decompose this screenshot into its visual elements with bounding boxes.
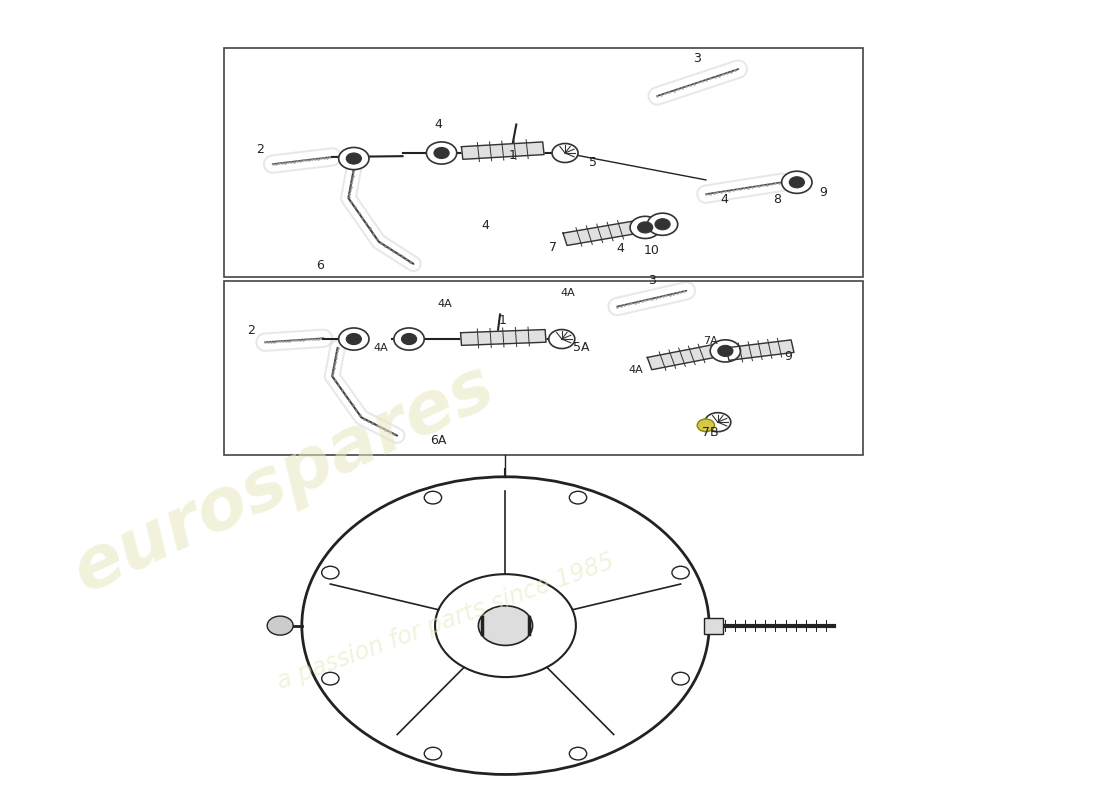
Text: 4: 4 [481,219,488,232]
Bar [223,48,862,278]
Circle shape [321,672,339,685]
Circle shape [478,606,532,646]
Circle shape [301,477,710,774]
Circle shape [790,177,804,188]
Text: 2: 2 [255,143,264,156]
Text: 4A: 4A [628,365,642,375]
Circle shape [648,213,678,235]
Circle shape [570,491,586,504]
Circle shape [339,328,369,350]
Circle shape [346,334,362,345]
Circle shape [672,566,690,579]
Circle shape [346,153,362,164]
Text: 4A: 4A [374,343,388,353]
Circle shape [394,328,425,350]
Text: 1: 1 [509,150,517,162]
Polygon shape [462,142,544,159]
Circle shape [638,222,652,233]
Text: 4A: 4A [438,299,452,310]
Text: 5A: 5A [573,341,590,354]
Text: eurospares: eurospares [62,351,505,607]
Text: 1: 1 [498,314,506,327]
Circle shape [570,747,586,760]
Polygon shape [726,340,794,360]
Circle shape [711,340,740,362]
Bar [704,618,723,634]
Text: 3: 3 [693,52,701,65]
Text: 4: 4 [616,242,624,255]
Text: 10: 10 [644,243,660,257]
Text: 9: 9 [818,186,827,198]
Circle shape [705,413,730,432]
Text: 6: 6 [317,259,324,272]
Text: 8: 8 [773,193,781,206]
Circle shape [321,566,339,579]
Circle shape [427,142,456,164]
Circle shape [672,672,690,685]
Text: 2: 2 [248,324,255,338]
Circle shape [697,419,715,432]
Polygon shape [461,330,546,346]
Text: 7A: 7A [703,336,717,346]
Circle shape [436,574,576,677]
Text: 4A: 4A [561,288,575,298]
Circle shape [402,334,417,345]
Circle shape [782,171,812,194]
Circle shape [630,216,660,238]
Circle shape [267,616,294,635]
Circle shape [425,747,441,760]
Circle shape [552,143,578,162]
Text: 7B: 7B [702,426,718,438]
Text: 4: 4 [720,193,728,206]
Text: 4: 4 [434,118,442,130]
Circle shape [718,346,733,357]
Polygon shape [647,345,717,370]
Text: 6A: 6A [430,434,447,447]
Circle shape [425,491,441,504]
Text: 7: 7 [549,241,557,254]
Bar [223,282,862,455]
Text: 5: 5 [590,157,597,170]
Circle shape [549,330,575,349]
Text: 3: 3 [648,274,656,286]
Circle shape [339,147,369,170]
Text: a passion for parts since 1985: a passion for parts since 1985 [274,550,618,694]
Text: 9: 9 [784,350,792,362]
Circle shape [654,218,670,230]
Circle shape [434,147,449,158]
Polygon shape [563,222,637,246]
